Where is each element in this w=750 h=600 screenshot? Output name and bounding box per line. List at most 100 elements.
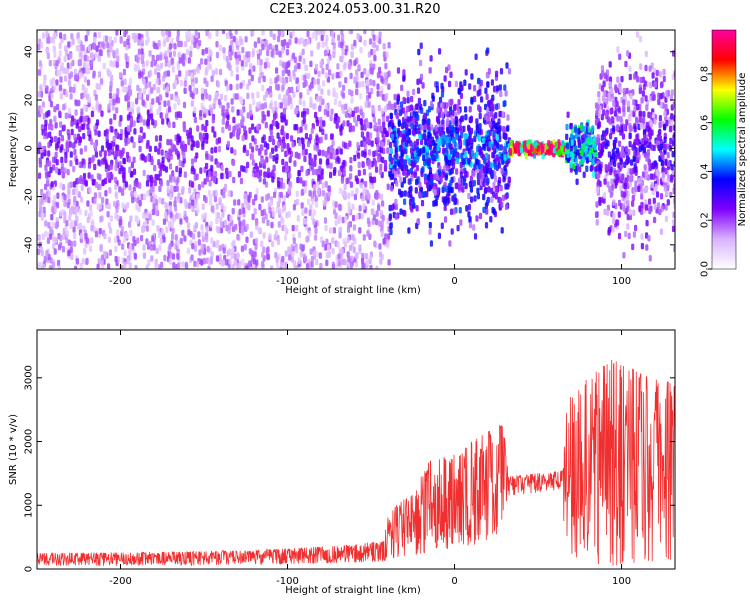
heatmap-cell [409,191,413,199]
heatmap-cell [343,258,347,266]
heatmap-cell [393,102,397,109]
heatmap-cell [123,78,127,85]
heatmap-cell [118,71,122,79]
heatmap-cell [255,219,259,227]
heatmap-cell [522,145,527,152]
heatmap-cell [301,143,305,150]
heatmap-cell [248,69,252,76]
heatmap-cell [230,147,234,154]
heatmap-cell [390,119,394,126]
heatmap-cell [505,160,509,167]
heatmap-cell [121,86,126,93]
heatmap-cell [43,74,47,81]
heatmap-cell [262,232,266,239]
heatmap-cell [281,136,286,144]
heatmap-cell [570,133,574,140]
heatmap-cell [363,68,367,75]
heatmap-cell [330,108,334,115]
heatmap-cell [190,72,194,79]
heatmap-cell [38,261,42,269]
heatmap-cell [597,172,601,179]
heatmap-cell [340,41,344,49]
heatmap-cell [325,63,329,71]
heatmap-cell [355,213,359,220]
heatmap-cell [341,92,346,99]
heatmap-cell [341,107,345,115]
heatmap-cell [473,163,477,171]
heatmap-cell [360,131,364,138]
heatmap-cell [302,117,306,124]
heatmap-cell [365,79,369,86]
heatmap-cell [48,59,52,67]
heatmap-cell [349,30,353,35]
heatmap-cell [225,122,229,129]
heatmap-cell [420,170,424,178]
heatmap-cell [219,68,223,76]
heatmap-cell [263,102,268,109]
heatmap-cell [303,74,307,82]
heatmap-cell [415,156,419,163]
heatmap-cell [403,198,407,205]
heatmap-cell [389,103,393,110]
heatmap-cell [69,151,73,158]
heatmap-cell [319,95,323,102]
heatmap-cell [148,81,152,88]
heatmap-cell [177,51,181,59]
heatmap-cell [520,147,524,154]
heatmap-cell [301,209,305,216]
heatmap-cell [51,77,56,84]
heatmap-cell [194,30,198,36]
heatmap-cell [126,151,130,159]
heatmap-cell [136,107,140,114]
heatmap-cell [130,190,134,198]
heatmap-cell [145,212,149,219]
heatmap-cell [166,70,170,77]
heatmap-cell [37,44,41,51]
heatmap-cell [329,227,333,234]
heatmap-cell [348,244,353,252]
heatmap-cell [277,181,281,188]
heatmap-cell [79,50,83,58]
heatmap-cell [566,142,570,150]
heatmap-cell [309,157,313,164]
heatmap-cell [383,165,388,172]
heatmap-cell [67,79,72,87]
heatmap-cell [374,166,379,173]
heatmap-cell [102,62,106,70]
heatmap-cell [183,171,187,178]
heatmap-cell [48,160,52,167]
heatmap-cell [277,221,281,228]
heatmap-cell [343,142,347,149]
heatmap-cell [582,142,586,150]
heatmap-cell [176,111,181,118]
heatmap-cell [425,152,429,160]
heatmap-cell [376,72,380,79]
heatmap-cell [62,104,66,111]
heatmap-cell [56,70,60,77]
heatmap-cell [461,186,465,193]
heatmap-cell [630,159,634,166]
heatmap-cell [408,198,413,206]
heatmap-cell [247,79,252,86]
heatmap-cell [322,80,326,87]
heatmap-cell [582,125,586,133]
heatmap-cell [66,202,70,209]
heatmap-cell [349,156,353,164]
heatmap-cell [504,203,509,210]
heatmap-cell [84,145,88,152]
heatmap-cell [453,104,457,112]
heatmap-cell [412,161,416,168]
heatmap-cell [83,61,87,68]
heatmap-cell [43,255,47,263]
heatmap-cell [176,35,180,43]
heatmap-cell [613,110,618,117]
heatmap-cell [659,228,663,235]
heatmap-cell [500,153,504,160]
heatmap-cell [161,75,166,82]
heatmap-cell [348,63,352,70]
heatmap-cell [669,191,673,199]
heatmap-cell [334,113,338,120]
heatmap-cell [605,98,609,105]
heatmap-cell [94,230,98,238]
heatmap-cell [99,78,104,85]
